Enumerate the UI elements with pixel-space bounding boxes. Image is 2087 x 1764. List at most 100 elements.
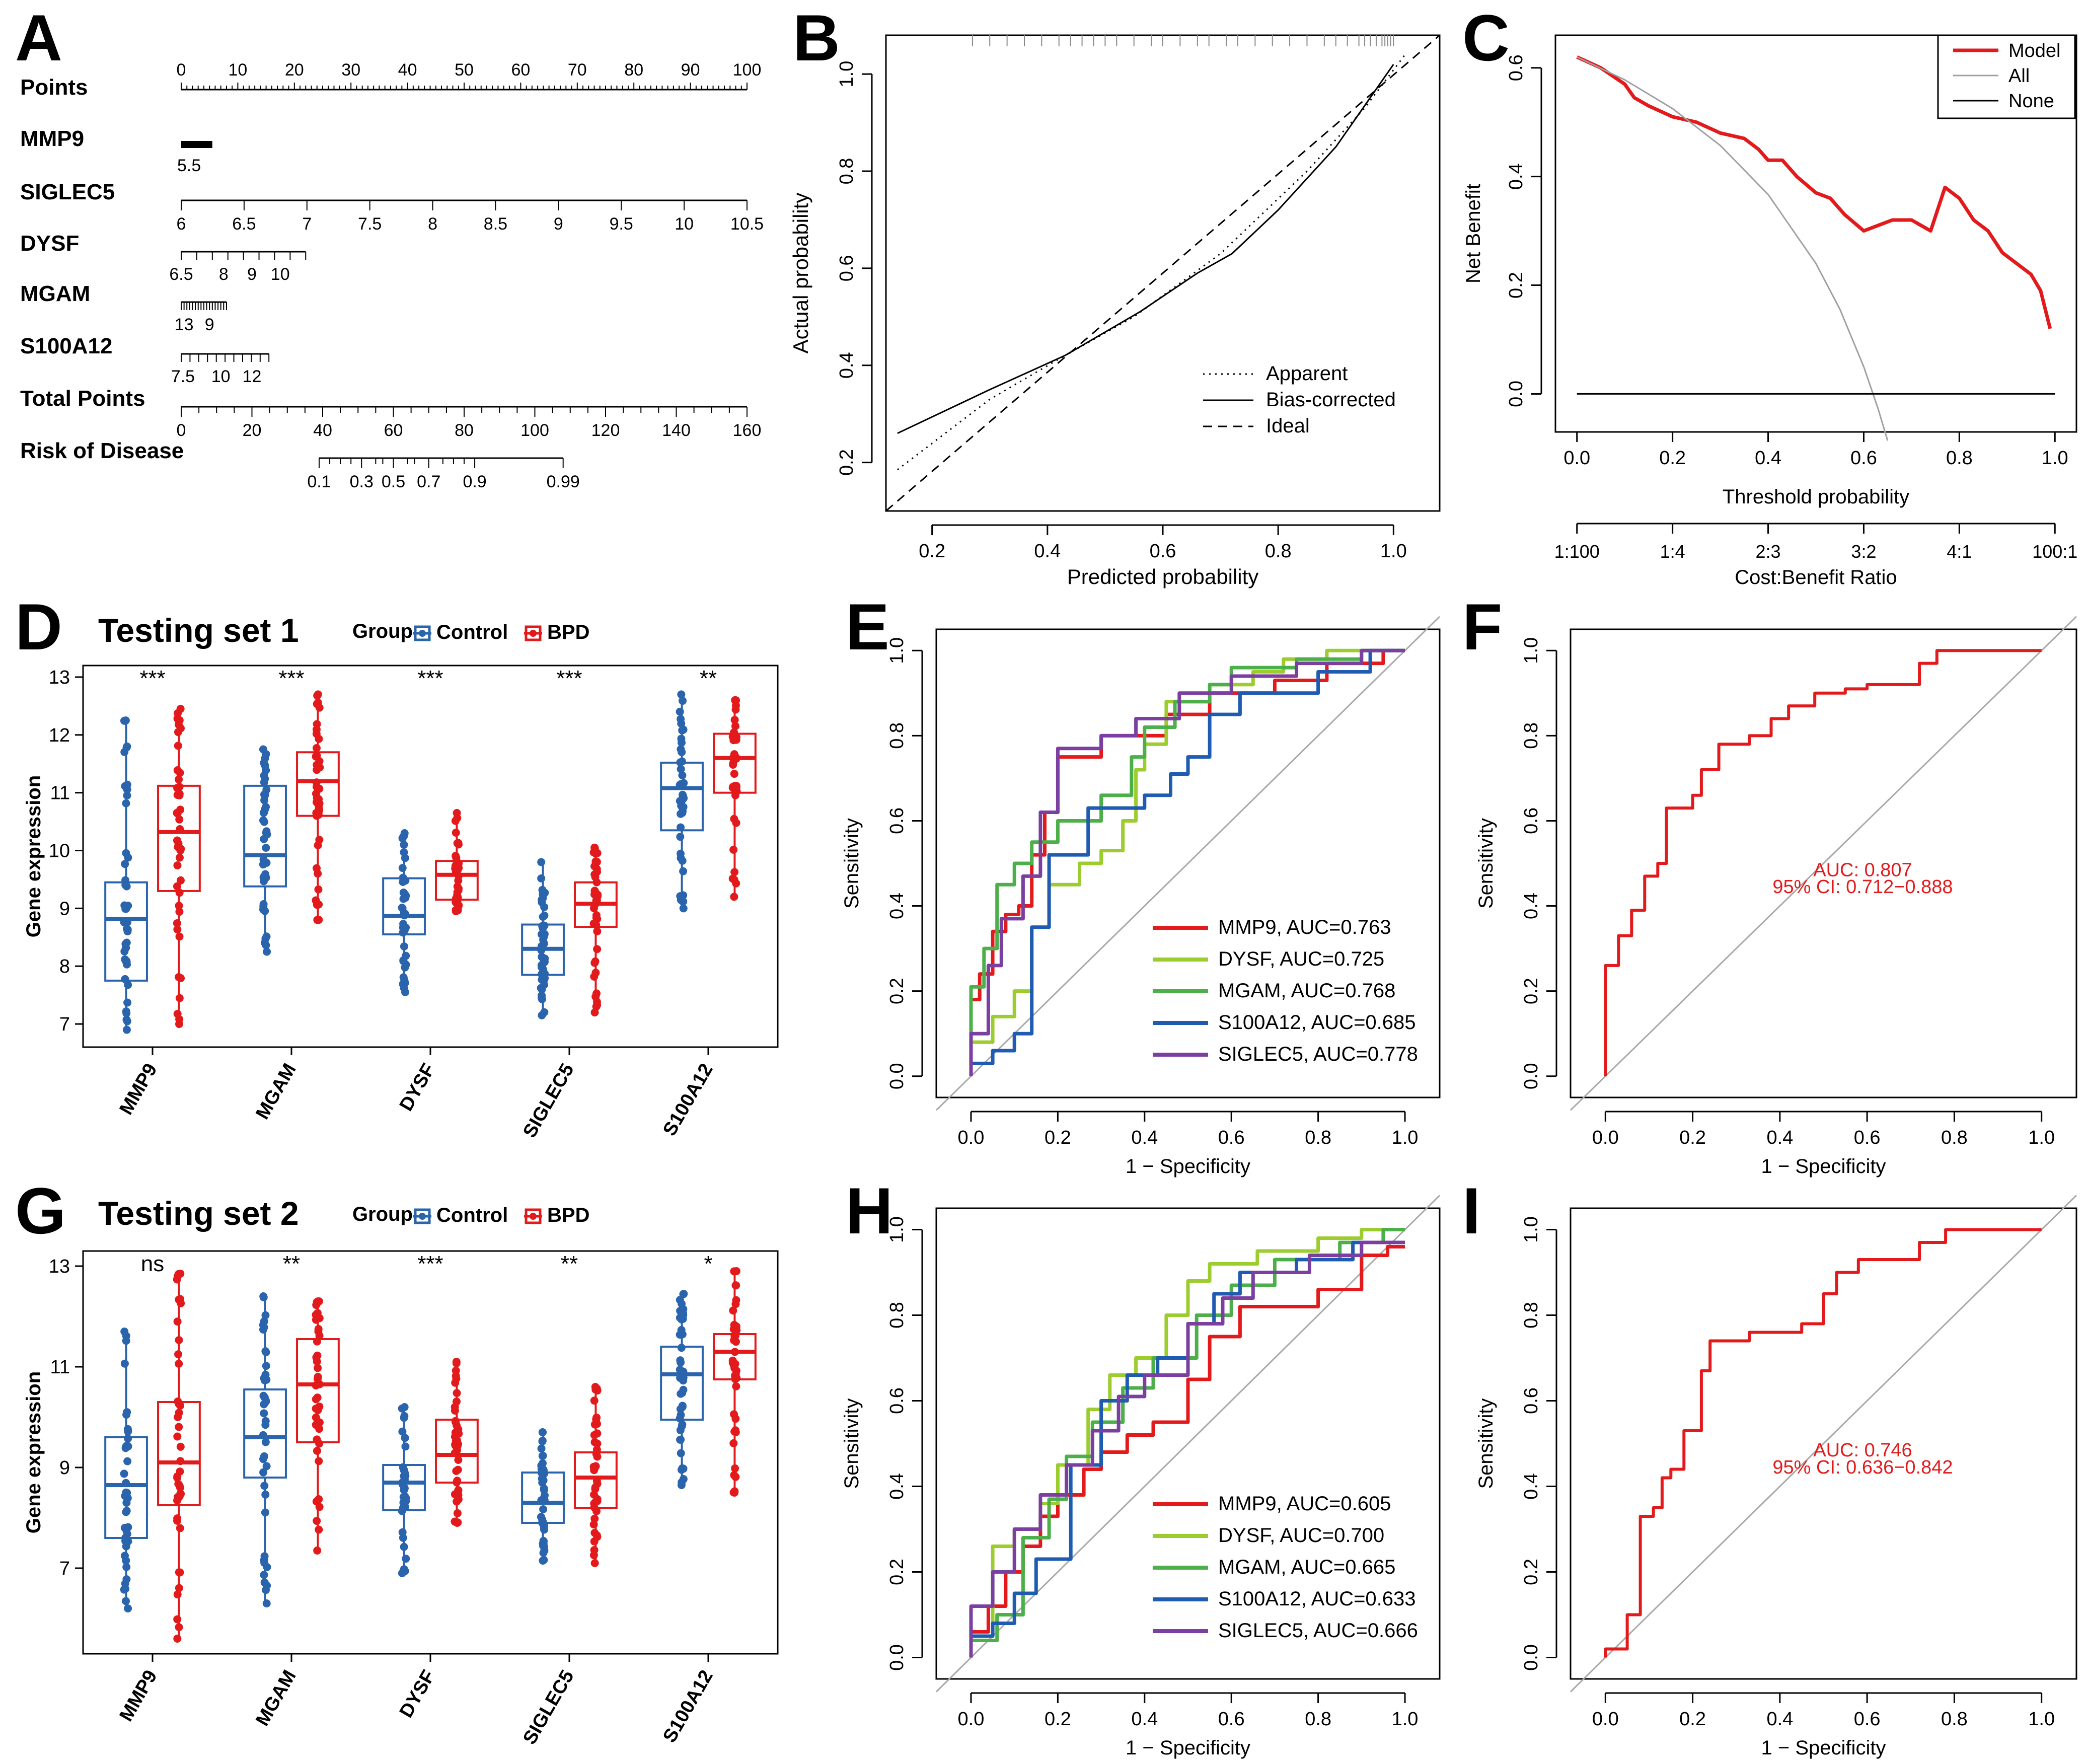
boxplot-point	[120, 947, 129, 956]
siglec5-tick-label: 8	[428, 214, 437, 234]
boxplot-point	[679, 1475, 688, 1484]
boxplot-point	[678, 1389, 687, 1398]
boxplot-point	[454, 1495, 463, 1504]
points-tick-label: 0	[177, 60, 186, 80]
roc-curve-mgam	[969, 648, 1405, 1076]
boxplot-significance: *	[704, 1252, 712, 1276]
boxplot-point	[677, 1344, 686, 1352]
boxplot-point	[451, 1449, 459, 1457]
roc-x-label: 1 − Specificity	[1761, 1737, 1886, 1759]
panel-letter-g: G	[15, 1174, 66, 1247]
y-tick-label: 10	[49, 841, 70, 862]
y-tick-label: 0.6	[1521, 807, 1542, 834]
ratio-tick-label: 3:2	[1851, 541, 1876, 562]
boxplot-legend-label: Control	[436, 621, 508, 643]
boxplot-point	[728, 1356, 737, 1365]
boxplot-point	[174, 839, 183, 848]
boxplot-point	[732, 1322, 740, 1331]
boxplot-point	[452, 1467, 461, 1476]
boxplot-point	[312, 725, 321, 734]
boxplot-point	[537, 1513, 545, 1521]
boxplot-point	[539, 924, 547, 932]
boxplot-point	[453, 1478, 461, 1487]
boxplot-point	[541, 889, 549, 897]
y-tick-label: 0.6	[1506, 54, 1527, 81]
boxplot-point	[539, 1459, 547, 1467]
boxplot-point	[451, 1407, 459, 1415]
boxplot-point	[677, 810, 685, 818]
x-tick-label: 0.6	[1850, 448, 1877, 469]
boxplot-point	[175, 815, 184, 824]
boxplot-point	[454, 1518, 462, 1527]
panel-letter-b: B	[793, 1, 840, 75]
y-tick-label: 0.4	[886, 893, 908, 919]
boxplot-legend-key-dot	[419, 630, 426, 637]
boxplot-legend-label: BPD	[547, 621, 589, 643]
boxplot-point	[175, 1359, 183, 1368]
boxplot-point	[312, 1395, 320, 1404]
calibration-panel: 0.2 0.4 0.6 0.8 1.0 0.2 0.4 0.6 0.8 1.0 Predicted …	[789, 34, 1441, 589]
boxplot-point	[175, 973, 183, 981]
roc-y-label: Sensitivity	[1475, 1398, 1497, 1489]
roc-y-label: Sensitivity	[841, 818, 863, 909]
boxplot-point	[592, 989, 601, 998]
siglec5-tick-label: 10	[675, 214, 694, 234]
x-tick-label: 0.4	[1766, 1709, 1793, 1730]
boxplot-point	[680, 779, 688, 787]
y-tick-label: 0.2	[1506, 272, 1527, 299]
boxplot-point	[122, 938, 131, 947]
boxplot-point	[732, 1382, 740, 1390]
ratio-tick-label: 100:1	[2032, 541, 2077, 562]
boxplot-point	[593, 927, 602, 935]
boxplot-point	[590, 1490, 599, 1499]
calibration-legend-label: Bias-corrected	[1266, 389, 1396, 411]
boxplot-point	[731, 733, 740, 742]
boxplot-point	[174, 742, 182, 750]
boxplot-point	[398, 1404, 406, 1413]
y-tick-label: 0.6	[836, 255, 857, 281]
boxplot-point	[678, 748, 686, 757]
boxplot-point	[677, 1358, 685, 1367]
boxplot-point	[313, 1337, 321, 1346]
boxplot-point	[592, 998, 601, 1006]
boxplot-point	[260, 1482, 269, 1490]
decision-y-label: Net Benefit	[1462, 184, 1484, 283]
siglec5-tick-label: 6.5	[232, 214, 256, 234]
boxplot-point	[260, 796, 269, 804]
y-tick-label: 0.4	[1521, 893, 1542, 919]
boxplot-point	[314, 1372, 322, 1381]
panel-letter-c: C	[1462, 1, 1510, 75]
roc-y-label: Sensitivity	[841, 1398, 863, 1489]
roc-y-label: Sensitivity	[1475, 818, 1497, 909]
boxplot-point	[540, 1484, 548, 1493]
boxplot-legend-title: Group	[352, 1203, 413, 1225]
nomogram-row-label: DYSF	[20, 231, 79, 256]
boxplot-point	[175, 853, 184, 862]
boxplot-point	[540, 932, 548, 941]
boxplot-point	[262, 844, 270, 852]
boxplot-legend-label: BPD	[547, 1204, 589, 1226]
boxplot-point	[123, 998, 132, 1007]
boxplot-point	[176, 876, 185, 885]
boxplot-point	[313, 1517, 321, 1525]
boxplot-point	[121, 975, 129, 983]
boxplot-point	[729, 845, 738, 854]
boxplot-point	[452, 860, 461, 868]
boxplot-title: Testing set 2	[98, 1195, 299, 1232]
x-tick-label: 0.8	[1305, 1709, 1331, 1730]
y-tick-label: 0.8	[1521, 722, 1542, 749]
boxplot-point	[173, 808, 181, 817]
panel-letter-f: F	[1462, 590, 1502, 664]
boxplot-point	[176, 1467, 184, 1476]
boxplot-significance: ***	[417, 1252, 443, 1276]
total-points-tick-label: 160	[733, 421, 762, 440]
boxplot-point	[174, 1350, 183, 1359]
x-tick-label: 0.0	[958, 1709, 985, 1730]
boxplot-category-label: MMP9	[116, 1667, 162, 1725]
x-tick-label: 0.2	[1659, 448, 1686, 469]
boxplot-point	[173, 1514, 182, 1523]
roc-ci-text: 95% CI: 0.636−0.842	[1772, 1457, 1953, 1478]
boxplot-point	[454, 904, 462, 912]
boxplot-point	[263, 1563, 271, 1571]
boxplot-point	[728, 874, 737, 883]
